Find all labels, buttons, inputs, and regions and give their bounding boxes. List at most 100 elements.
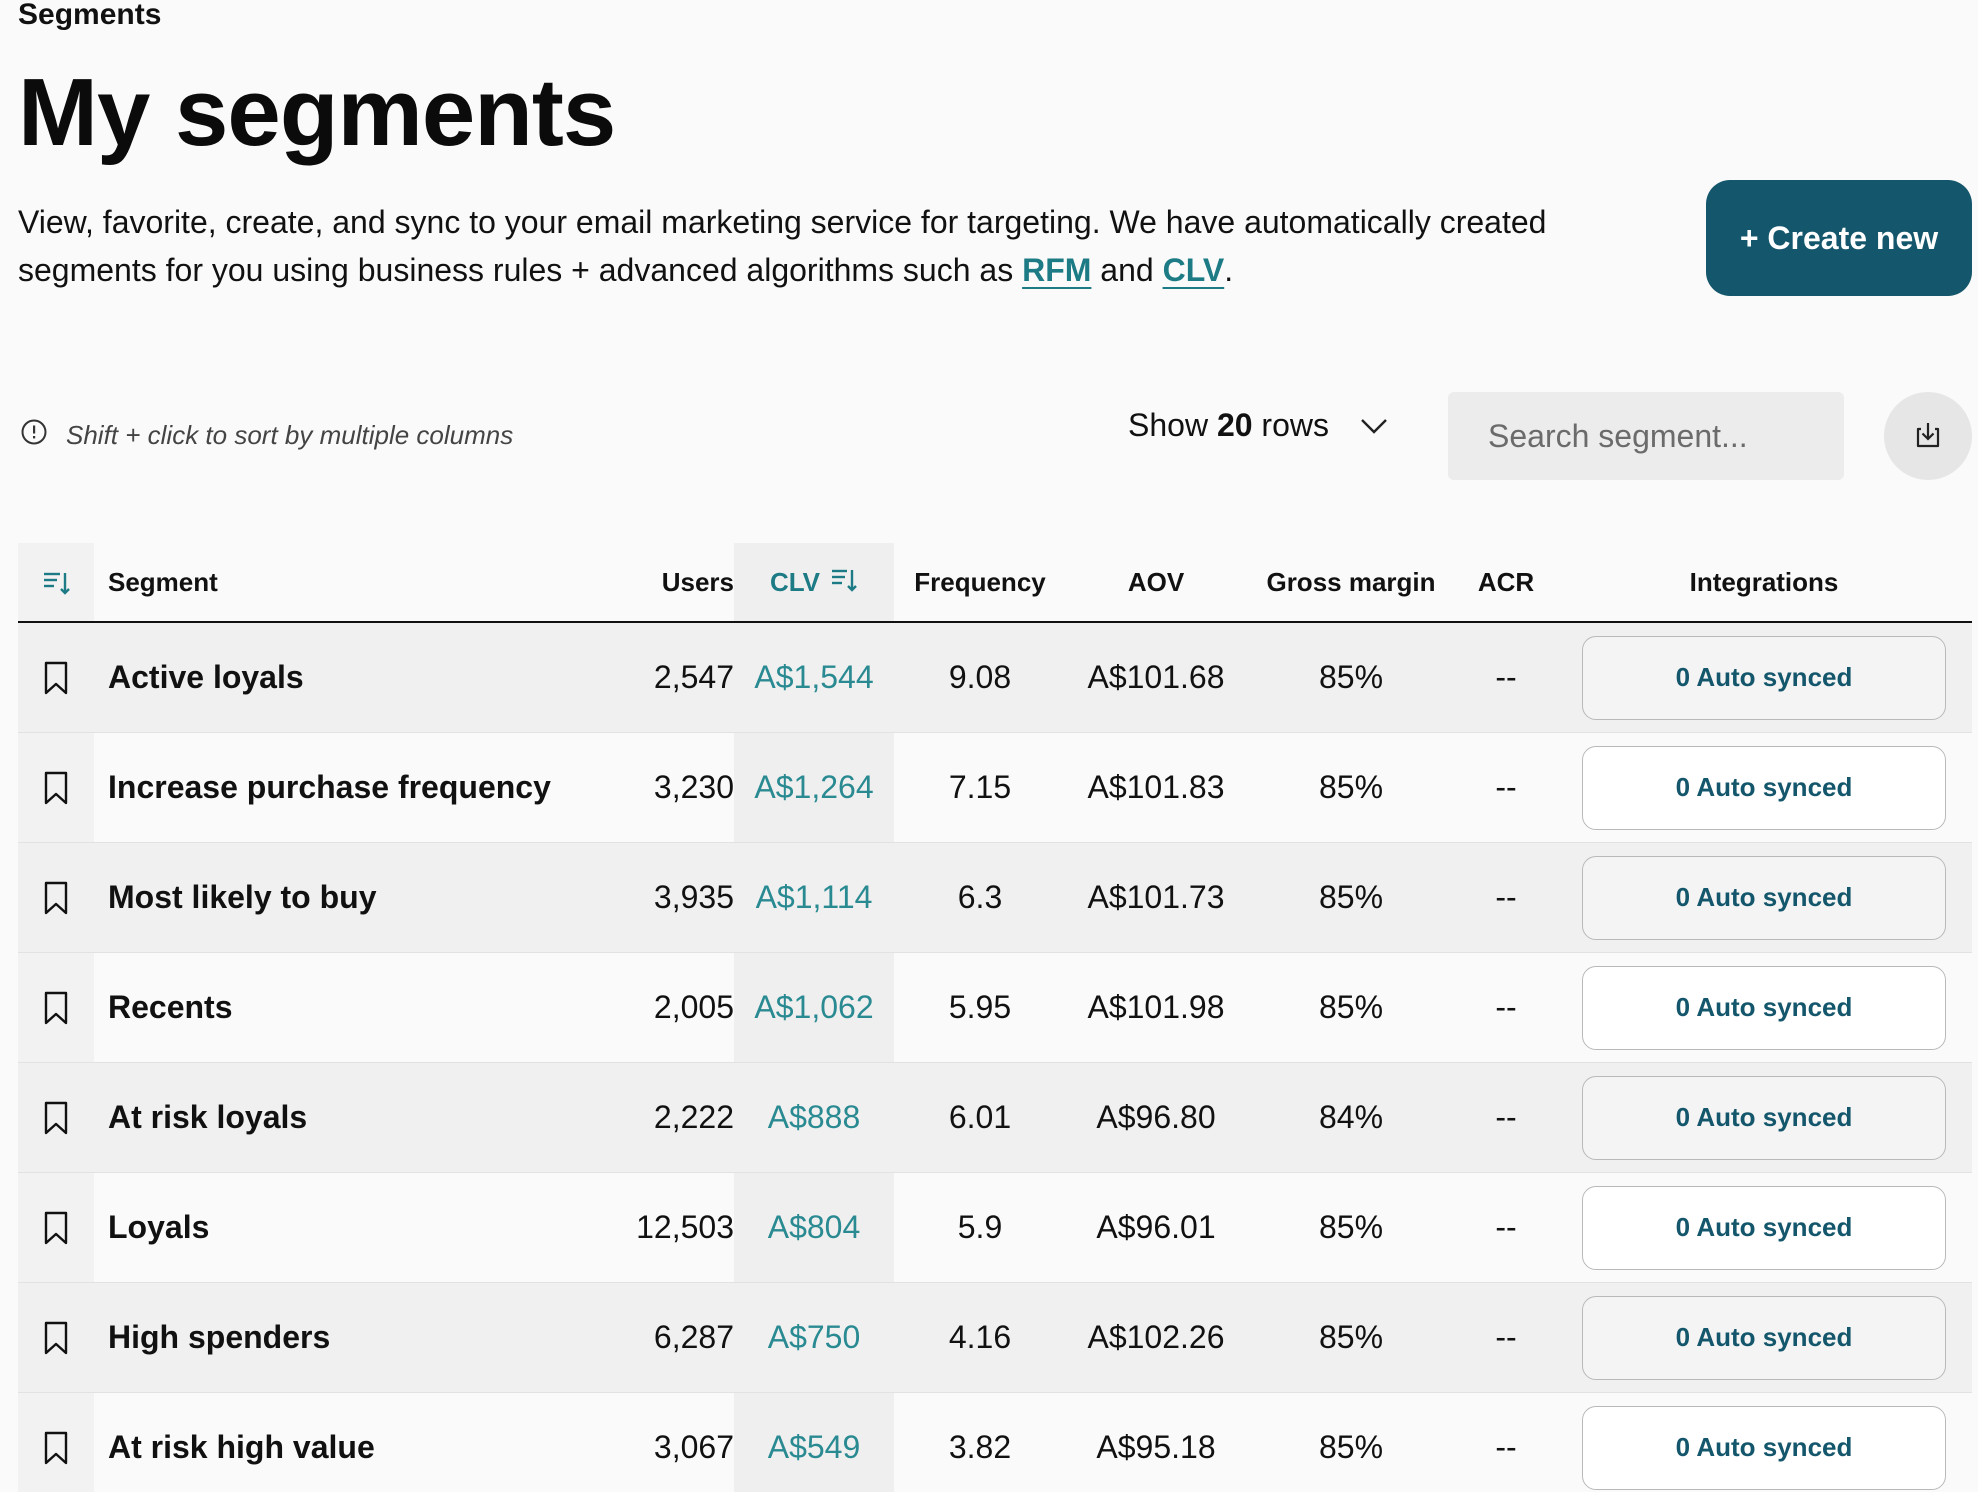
users-value: 3,067 — [653, 1429, 734, 1465]
bookmark-icon[interactable] — [18, 880, 94, 916]
table-row[interactable]: Recents 2,005 A$1,062 5.95 A$101.98 85% … — [18, 953, 1972, 1063]
info-icon — [20, 418, 48, 453]
header-clv-label: CLV — [769, 566, 821, 597]
header-frequency[interactable]: Frequency — [914, 566, 1046, 597]
rows-per-page-select[interactable]: Show 20 rows — [1128, 400, 1389, 450]
create-new-label: + Create new — [1739, 219, 1939, 256]
rows-select-count: 20 — [1216, 406, 1253, 443]
frequency-value: 3.82 — [948, 1429, 1012, 1465]
download-button[interactable] — [1884, 392, 1972, 480]
segment-name[interactable]: Recents — [108, 989, 233, 1025]
table-row[interactable]: At risk high value 3,067 A$549 3.82 A$95… — [18, 1393, 1972, 1492]
integrations-cell: 0 Auto synced — [1556, 745, 1972, 830]
acr-value: -- — [1495, 659, 1517, 695]
table-row[interactable]: Active loyals 2,547 A$1,544 9.08 A$101.6… — [18, 623, 1972, 733]
auto-synced-button[interactable]: 0 Auto synced — [1582, 635, 1946, 720]
description-text-end: . — [1224, 252, 1234, 288]
frequency-value: 6.01 — [948, 1099, 1012, 1135]
auto-synced-button[interactable]: 0 Auto synced — [1582, 855, 1946, 940]
acr-value: -- — [1495, 769, 1517, 805]
download-icon — [1911, 418, 1945, 455]
frequency-value: 5.9 — [957, 1209, 1003, 1245]
integrations-cell: 0 Auto synced — [1556, 1075, 1972, 1160]
sort-hint-text: Shift + click to sort by multiple column… — [66, 420, 514, 450]
sort-hint: Shift + click to sort by multiple column… — [20, 418, 513, 453]
aov-value: A$101.73 — [1087, 879, 1225, 915]
acr-value: -- — [1495, 989, 1517, 1025]
clv-value: A$750 — [767, 1319, 861, 1355]
acr-value: -- — [1495, 1209, 1517, 1245]
clv-value: A$804 — [767, 1209, 861, 1245]
auto-synced-button[interactable]: 0 Auto synced — [1582, 1075, 1946, 1160]
gross-margin-value: 85% — [1318, 989, 1384, 1025]
gross-margin-value: 85% — [1318, 769, 1384, 805]
rows-select-prefix: Show — [1128, 406, 1209, 443]
clv-value: A$888 — [767, 1099, 861, 1135]
bookmark-icon[interactable] — [18, 1320, 94, 1356]
search-input[interactable] — [1448, 392, 1844, 480]
auto-synced-button[interactable]: 0 Auto synced — [1582, 1295, 1946, 1380]
header-clv[interactable]: CLV — [734, 565, 894, 600]
integrations-cell: 0 Auto synced — [1556, 1185, 1972, 1270]
gross-margin-value: 85% — [1318, 659, 1384, 695]
acr-value: -- — [1495, 1099, 1517, 1135]
create-new-button[interactable]: + Create new — [1706, 180, 1972, 296]
users-value: 2,222 — [653, 1099, 734, 1135]
segment-name[interactable]: Loyals — [108, 1209, 210, 1245]
integrations-cell: 0 Auto synced — [1556, 635, 1972, 720]
header-aov[interactable]: AOV — [1127, 566, 1185, 597]
chevron-down-icon — [1359, 407, 1389, 444]
sort-settings-icon[interactable] — [18, 567, 94, 597]
frequency-value: 9.08 — [948, 659, 1012, 695]
users-value: 2,547 — [653, 659, 734, 695]
segment-name[interactable]: At risk high value — [108, 1429, 375, 1465]
rfm-link[interactable]: RFM — [1022, 252, 1092, 288]
table-row[interactable]: Loyals 12,503 A$804 5.9 A$96.01 85% -- 0… — [18, 1173, 1972, 1283]
segment-name[interactable]: At risk loyals — [108, 1099, 308, 1135]
rows-select-label: Show 20 rows — [1128, 407, 1329, 444]
segment-name[interactable]: Most likely to buy — [108, 879, 377, 915]
auto-synced-button[interactable]: 0 Auto synced — [1582, 965, 1946, 1050]
table-row[interactable]: Most likely to buy 3,935 A$1,114 6.3 A$1… — [18, 843, 1972, 953]
bookmark-icon[interactable] — [18, 1100, 94, 1136]
description-text: View, favorite, create, and sync to your… — [18, 204, 1547, 288]
bookmark-icon[interactable] — [18, 990, 94, 1026]
frequency-value: 6.3 — [957, 879, 1003, 915]
users-value: 3,230 — [653, 769, 734, 805]
header-segment[interactable]: Segment — [108, 566, 218, 597]
segment-name[interactable]: Increase purchase frequency — [108, 769, 551, 805]
auto-synced-button[interactable]: 0 Auto synced — [1582, 745, 1946, 830]
aov-value: A$101.83 — [1087, 769, 1225, 805]
clv-value: A$1,544 — [754, 659, 874, 695]
aov-value: A$96.80 — [1096, 1099, 1216, 1135]
header-gross-margin[interactable]: Gross margin — [1266, 566, 1436, 597]
bookmark-icon[interactable] — [18, 1430, 94, 1466]
segments-table: Segment Users CLV Frequency AOV Gross ma… — [18, 543, 1972, 1492]
clv-link[interactable]: CLV — [1162, 252, 1225, 288]
acr-value: -- — [1495, 1319, 1517, 1355]
segment-name[interactable]: High spenders — [108, 1319, 331, 1355]
bookmark-icon[interactable] — [18, 660, 94, 696]
aov-value: A$101.68 — [1087, 659, 1225, 695]
header-integrations: Integrations — [1689, 566, 1839, 597]
table-row[interactable]: High spenders 6,287 A$750 4.16 A$102.26 … — [18, 1283, 1972, 1393]
bookmark-icon[interactable] — [18, 770, 94, 806]
page-title: My segments — [18, 59, 616, 166]
header-acr[interactable]: ACR — [1477, 566, 1535, 597]
gross-margin-value: 85% — [1318, 1429, 1384, 1465]
table-row[interactable]: Increase purchase frequency 3,230 A$1,26… — [18, 733, 1972, 843]
frequency-value: 7.15 — [948, 769, 1012, 805]
users-value: 2,005 — [653, 989, 734, 1025]
gross-margin-value: 85% — [1318, 1209, 1384, 1245]
auto-synced-button[interactable]: 0 Auto synced — [1582, 1185, 1946, 1270]
breadcrumb[interactable]: Segments — [18, 0, 162, 31]
table-row[interactable]: At risk loyals 2,222 A$888 6.01 A$96.80 … — [18, 1063, 1972, 1173]
page-description: View, favorite, create, and sync to your… — [18, 198, 1578, 294]
table-body: Active loyals 2,547 A$1,544 9.08 A$101.6… — [18, 623, 1972, 1492]
header-users[interactable]: Users — [661, 566, 734, 597]
clv-value: A$1,264 — [754, 769, 874, 805]
bookmark-icon[interactable] — [18, 1210, 94, 1246]
auto-synced-button[interactable]: 0 Auto synced — [1582, 1405, 1946, 1490]
segment-name[interactable]: Active loyals — [108, 659, 304, 695]
integrations-cell: 0 Auto synced — [1556, 965, 1972, 1050]
